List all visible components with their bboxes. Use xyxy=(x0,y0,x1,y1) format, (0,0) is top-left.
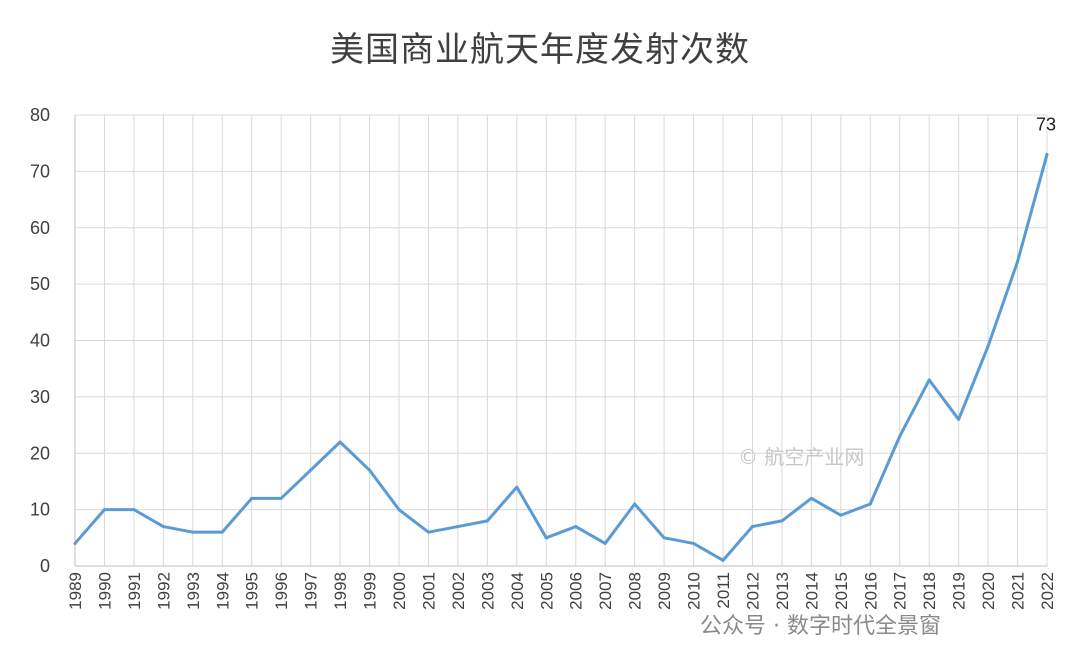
data-point xyxy=(692,541,696,545)
x-tick-label: 2002 xyxy=(449,572,468,610)
x-tick-label: 1997 xyxy=(302,572,321,610)
x-tick-label: 2016 xyxy=(861,572,880,610)
x-tick-label: 2020 xyxy=(979,572,998,610)
data-point xyxy=(309,468,313,472)
data-point xyxy=(485,519,489,523)
data-point xyxy=(809,496,813,500)
y-tick-labels: 0 10 20 30 40 50 60 70 80 xyxy=(30,105,50,576)
y-tick-label: 30 xyxy=(30,387,50,407)
data-point xyxy=(574,525,578,529)
data-point xyxy=(456,525,460,529)
x-tick-label: 2022 xyxy=(1038,572,1057,610)
data-point xyxy=(161,525,165,529)
x-tick-label: 2001 xyxy=(419,572,438,610)
data-point xyxy=(927,378,931,382)
x-tick-label: 1991 xyxy=(125,572,144,610)
x-tick-label: 1999 xyxy=(361,572,380,610)
data-point xyxy=(544,536,548,540)
data-point xyxy=(750,525,754,529)
x-tick-label: 2012 xyxy=(743,572,762,610)
x-tick-label: 1989 xyxy=(66,572,85,610)
x-tick-label: 1994 xyxy=(213,572,232,610)
data-point xyxy=(368,468,372,472)
x-tick-label: 2009 xyxy=(655,572,674,610)
x-tick-label: 2004 xyxy=(508,572,527,610)
series xyxy=(73,152,1049,562)
x-tick-labels: 1989 1990 1991 1992 1993 1994 1995 1996 1997 1998… xyxy=(66,572,1057,610)
x-tick-label: 1995 xyxy=(243,572,262,610)
x-tick-label: 2006 xyxy=(567,572,586,610)
data-point xyxy=(662,536,666,540)
x-tick-label: 2003 xyxy=(478,572,497,610)
source-watermark: © 航空产业网 xyxy=(738,445,864,469)
data-labels: 73 xyxy=(1036,114,1056,134)
y-tick-label: 20 xyxy=(30,443,50,463)
data-point xyxy=(397,508,401,512)
data-point xyxy=(986,344,990,348)
x-tick-label: 1996 xyxy=(272,572,291,610)
y-tick-label: 10 xyxy=(30,500,50,520)
data-point xyxy=(191,530,195,534)
y-tick-label: 0 xyxy=(40,556,50,576)
x-tick-label: 1990 xyxy=(95,572,114,610)
x-tick-label: 2008 xyxy=(626,572,645,610)
data-point xyxy=(73,541,77,545)
data-point xyxy=(898,434,902,438)
x-tick-label: 1993 xyxy=(184,572,203,610)
data-point xyxy=(868,502,872,506)
x-tick-label: 2021 xyxy=(1009,572,1028,610)
x-tick-label: 2015 xyxy=(832,572,851,610)
y-tick-label: 60 xyxy=(30,218,50,238)
data-point xyxy=(1016,260,1020,264)
axes xyxy=(74,115,1047,567)
grid-lines xyxy=(75,114,1048,566)
chart-title: 美国商业航天年度发射次数 xyxy=(330,30,750,70)
data-point xyxy=(426,530,430,534)
data-point xyxy=(780,519,784,523)
x-tick-label: 2007 xyxy=(596,572,615,610)
series-line xyxy=(73,152,1049,562)
data-point xyxy=(102,508,106,512)
x-tick-label: 2018 xyxy=(920,572,939,610)
x-tick-label: 2019 xyxy=(950,572,969,610)
x-tick-label: 1992 xyxy=(154,572,173,610)
data-point xyxy=(603,541,607,545)
y-tick-label: 40 xyxy=(30,331,50,351)
data-point xyxy=(250,496,254,500)
x-tick-label: 2017 xyxy=(891,572,910,610)
data-point xyxy=(957,417,961,421)
data-point xyxy=(633,502,637,506)
account-watermark: 公众号 · 数字时代全景窗 xyxy=(700,614,941,639)
x-tick-label: 2010 xyxy=(685,572,704,610)
data-point xyxy=(515,485,519,489)
y-tick-label: 80 xyxy=(30,105,50,125)
x-tick-label: 2005 xyxy=(537,572,556,610)
data-point xyxy=(1045,152,1049,156)
y-tick-label: 50 xyxy=(30,274,50,294)
x-tick-label: 2000 xyxy=(390,572,409,610)
data-point xyxy=(132,508,136,512)
data-point xyxy=(839,513,843,517)
data-label: 73 xyxy=(1036,114,1056,134)
x-tick-label: 2013 xyxy=(773,572,792,610)
x-tick-label: 1998 xyxy=(331,572,350,610)
x-tick-label: 2014 xyxy=(802,572,821,610)
x-tick-label: 2011 xyxy=(714,572,733,609)
data-point xyxy=(220,530,224,534)
data-point xyxy=(279,496,283,500)
data-point xyxy=(721,558,725,562)
data-point xyxy=(338,440,342,444)
y-tick-label: 70 xyxy=(30,161,50,181)
